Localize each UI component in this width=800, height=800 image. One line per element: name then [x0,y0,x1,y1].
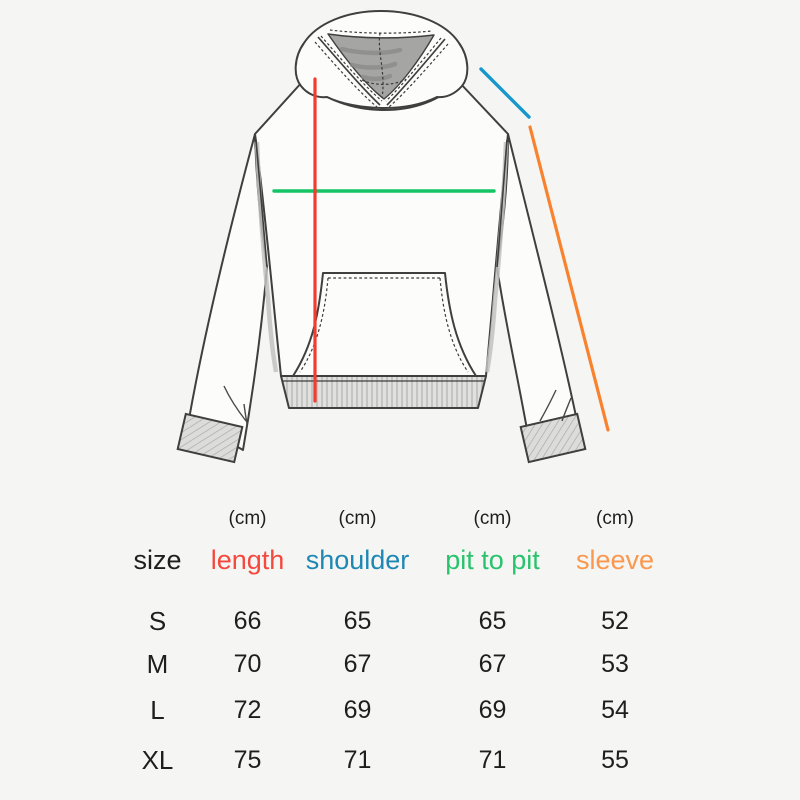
value-sleeve-xl: 55 [601,745,629,774]
value-length-s: 66 [233,606,262,635]
sleeve-folds [223,385,572,425]
value-pit-to-pit-m: 67 [478,649,507,678]
size-label: XL [141,744,174,775]
unit-label-pit-to-pit: (cm) [473,508,512,529]
value-sleeve-m: 53 [601,649,629,678]
value-shoulder-l: 69 [343,695,372,724]
value-shoulder-s: 65 [343,606,372,635]
pocket-stitching [299,277,469,373]
left-cuff [176,412,244,464]
armhole-shading [254,139,509,373]
col-header-size: size [133,544,182,575]
table-spacer [115,582,665,600]
size-label: S [148,605,167,636]
value-length-m: 70 [233,649,262,678]
hood-stitching [314,29,449,108]
col-header-shoulder: shoulder [305,544,410,575]
col-header-length: length [210,544,285,575]
size-label: M [146,648,169,679]
hoodie-drawing [176,10,610,464]
col-header-sleeve: sleeve [575,544,655,575]
value-sleeve-s: 52 [601,606,629,635]
value-shoulder-xl: 71 [343,745,372,774]
col-header-pit-to-pit: pit to pit [445,544,540,575]
hoodie-diagram [176,10,610,464]
hood-lining-shading [339,46,403,82]
unit-label-sleeve: (cm) [596,508,634,529]
unit-cell-empty [115,500,200,538]
pocket [292,272,477,377]
value-pit-to-pit-xl: 71 [478,745,507,774]
right-sleeve [496,133,578,453]
value-shoulder-m: 67 [343,649,372,678]
sleeve-line [528,125,610,432]
value-pit-to-pit-l: 69 [478,695,507,724]
hood [294,10,469,109]
value-sleeve-l: 54 [601,695,629,724]
value-pit-to-pit-s: 65 [478,606,507,635]
shoulder-line [479,67,531,119]
unit-label-shoulder: (cm) [338,508,377,529]
value-length-xl: 75 [233,745,262,774]
size-table: (cm) (cm) (cm) (cm) size length shoulder… [115,500,665,786]
unit-label-length: (cm) [228,508,267,529]
value-length-l: 72 [233,695,262,724]
hood-opening-edges [317,36,446,106]
size-label: L [150,694,165,725]
right-cuff [519,412,587,464]
left-sleeve [188,133,268,451]
